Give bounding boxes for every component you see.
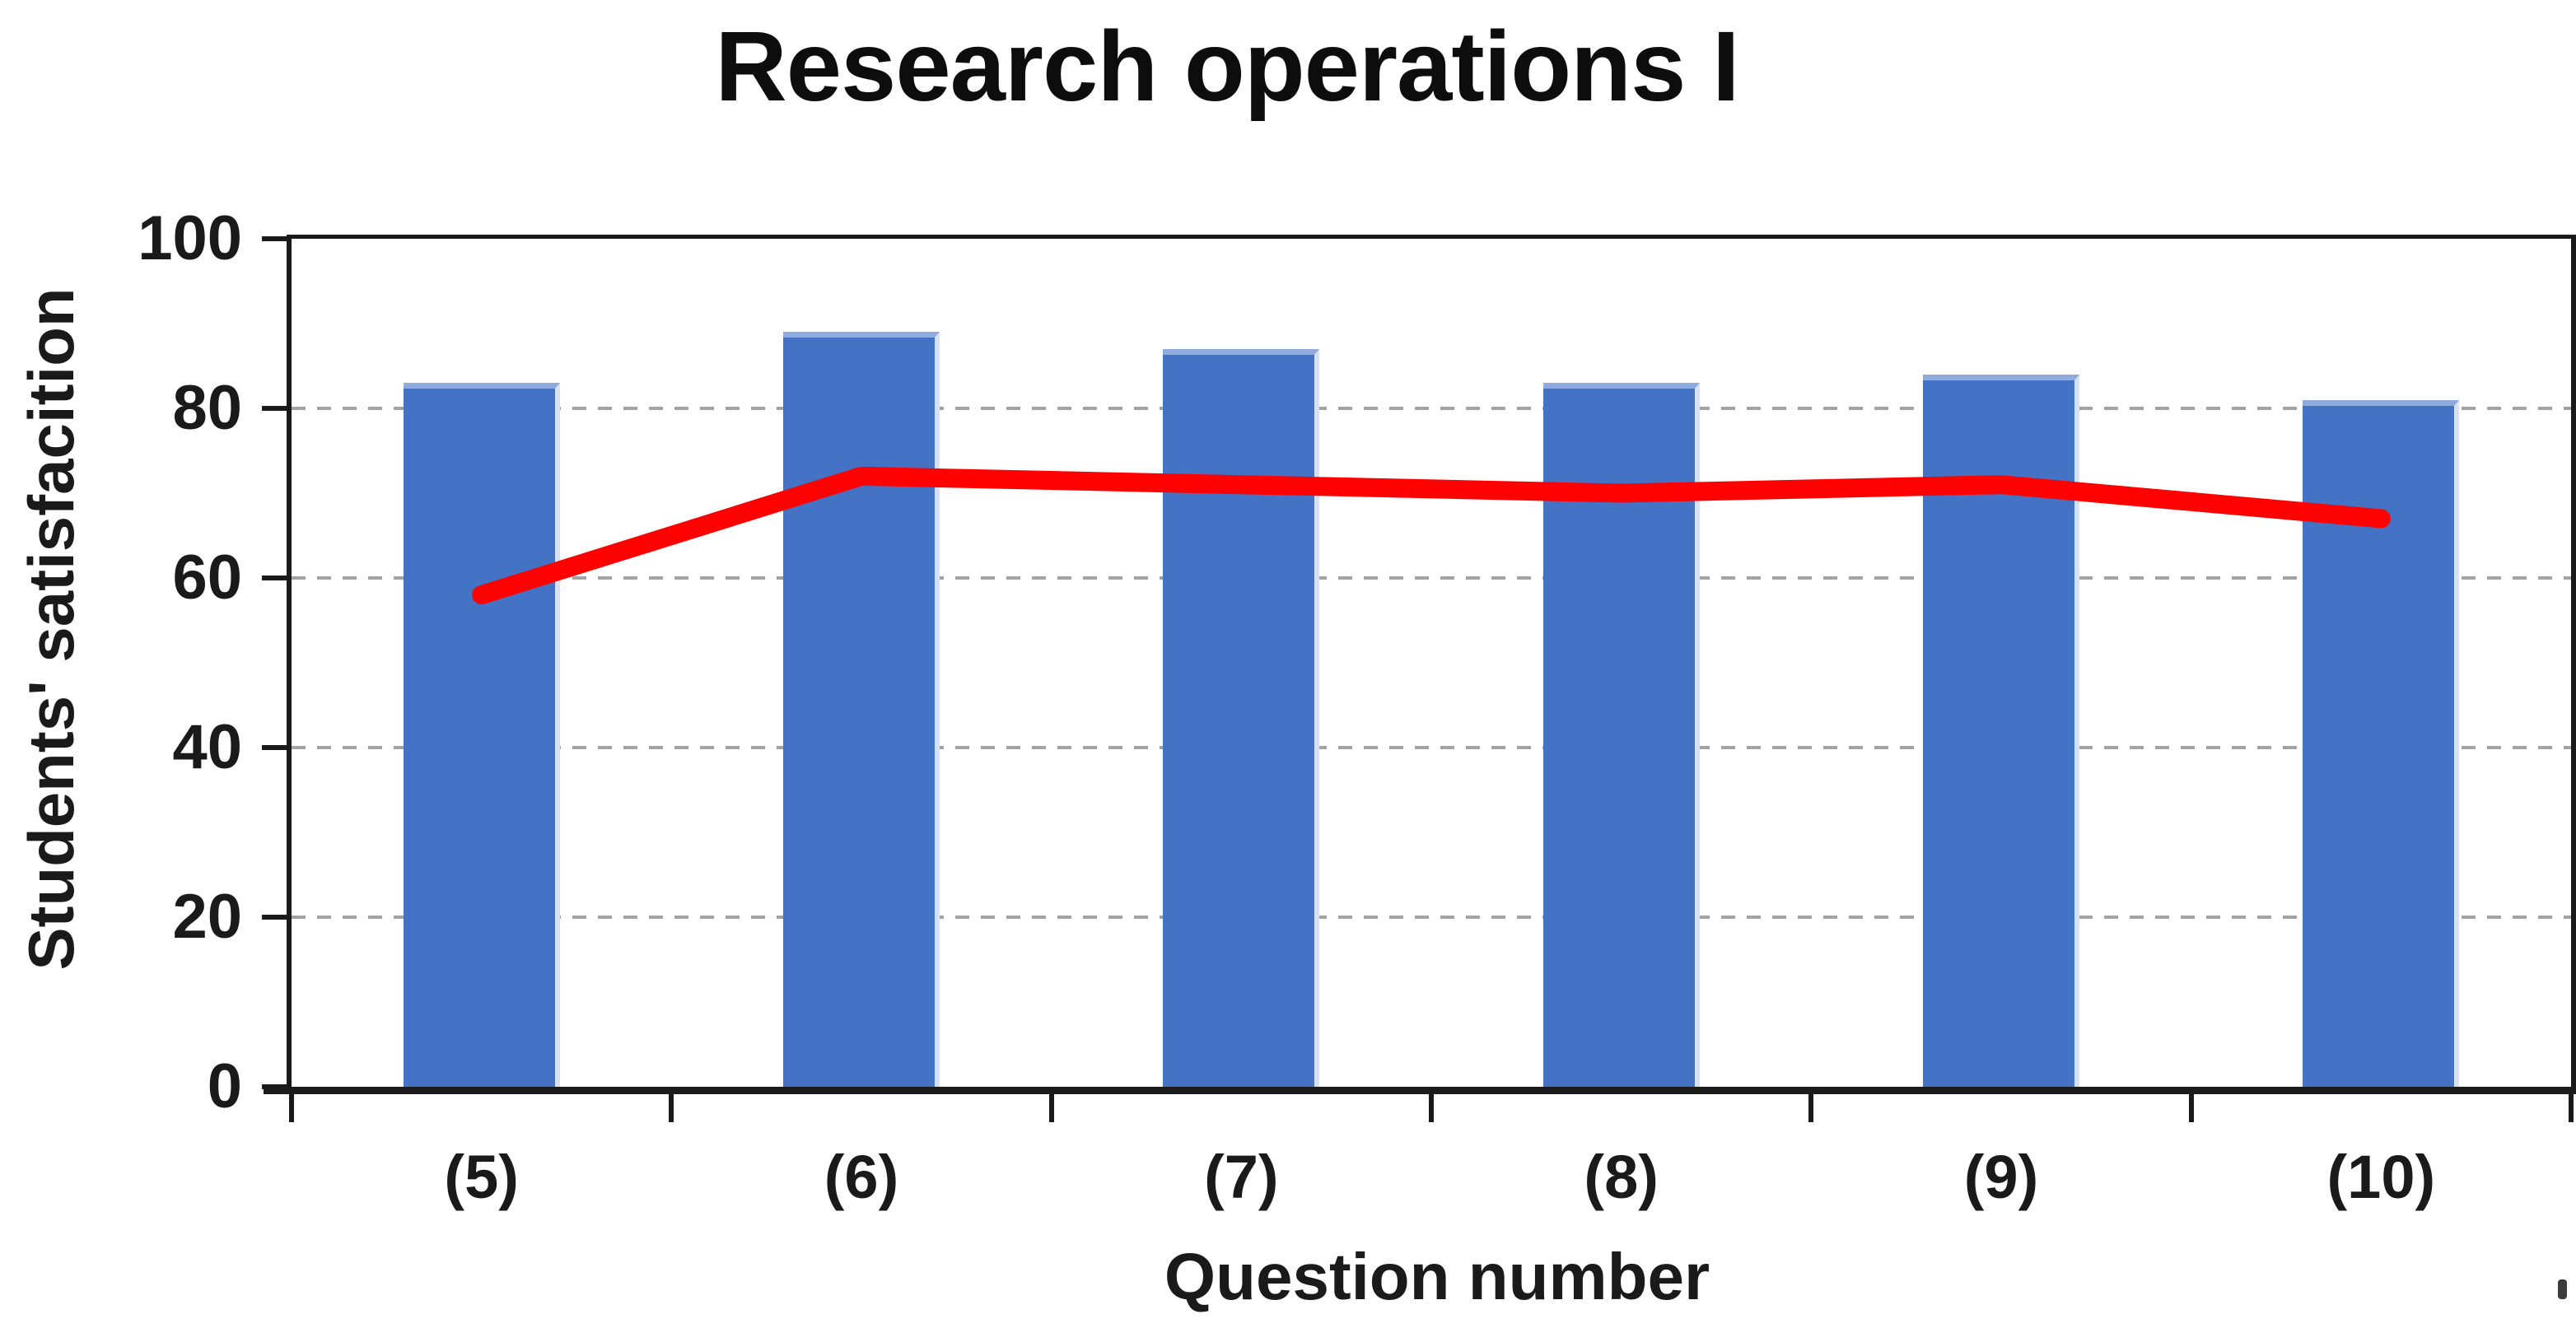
- x-axis-line: [264, 1087, 2576, 1094]
- satisfaction-trend-line: [472, 466, 2391, 605]
- x-tick-5: [2188, 1094, 2194, 1122]
- chart-title: Research operations I: [715, 10, 1739, 122]
- y-tick-80: [262, 406, 292, 411]
- y-tick-100: [262, 236, 292, 241]
- x-tick-3: [1429, 1094, 1434, 1122]
- bar-(5): [403, 383, 560, 1087]
- gridline-40: [292, 746, 2571, 749]
- gridline-20: [292, 916, 2571, 919]
- y-tick-40: [262, 745, 292, 750]
- x-category-label-(8): (8): [1584, 1143, 1659, 1211]
- x-category-label-(9): (9): [1963, 1143, 2039, 1211]
- y-tick-label-80: 80: [172, 373, 242, 443]
- x-category-label-(6): (6): [824, 1143, 899, 1211]
- y-tick-label-40: 40: [172, 712, 242, 782]
- gridline-60: [292, 576, 2571, 580]
- bar-(7): [1163, 348, 1320, 1087]
- stray-mark: [2558, 1279, 2567, 1299]
- y-tick-0: [262, 1084, 292, 1089]
- x-tick-4: [1808, 1094, 1814, 1122]
- plot-right-border: [2571, 235, 2576, 1087]
- gridline-80: [292, 407, 2571, 410]
- x-category-label-(7): (7): [1204, 1143, 1279, 1211]
- x-tick-1: [669, 1094, 674, 1122]
- y-tick-label-100: 100: [138, 203, 242, 273]
- plot-top-border: [292, 235, 2576, 239]
- bar-(6): [783, 332, 940, 1087]
- y-tick-20: [262, 915, 292, 920]
- y-tick-label-60: 60: [172, 543, 242, 613]
- x-tick-0: [289, 1094, 294, 1122]
- trend-polyline: [472, 466, 2391, 605]
- y-axis-line: [287, 235, 292, 1087]
- y-tick-60: [262, 575, 292, 580]
- y-tick-label-0: 0: [207, 1051, 242, 1121]
- x-category-label-(5): (5): [444, 1143, 519, 1211]
- x-tick-2: [1048, 1094, 1054, 1122]
- x-axis-title: Question number: [1164, 1240, 1710, 1313]
- y-tick-label-20: 20: [172, 882, 242, 952]
- x-category-label-(10): (10): [2326, 1143, 2436, 1211]
- x-tick-6: [2569, 1094, 2574, 1122]
